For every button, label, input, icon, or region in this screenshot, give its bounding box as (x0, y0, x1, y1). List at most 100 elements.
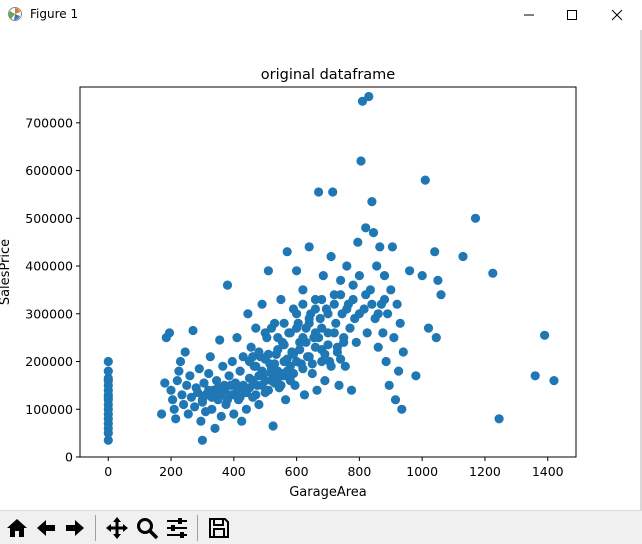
data-point (298, 285, 308, 295)
zoom-button[interactable] (133, 514, 161, 542)
zoom-icon (137, 518, 159, 540)
forward-icon (66, 520, 84, 536)
data-point (226, 380, 236, 390)
maximize-button[interactable] (549, 0, 595, 30)
y-tick-label: 500000 (25, 211, 73, 226)
pan-button[interactable] (103, 514, 131, 542)
data-point (232, 333, 242, 343)
data-point (317, 294, 327, 305)
data-point (387, 242, 397, 252)
back-icon (37, 520, 55, 536)
data-point (103, 392, 113, 402)
data-point (367, 197, 377, 207)
data-point (292, 356, 302, 367)
data-point (540, 330, 550, 340)
data-point (288, 368, 299, 379)
data-point (372, 261, 382, 271)
x-tick-label: 800 (347, 464, 371, 479)
data-point (279, 318, 289, 328)
data-point (336, 354, 346, 364)
x-tick-label: 600 (285, 464, 309, 479)
data-point (420, 175, 430, 185)
data-point (310, 294, 320, 305)
data-point (320, 349, 330, 359)
x-tick-label: 1200 (469, 464, 501, 479)
data-point (179, 399, 189, 410)
data-point (279, 340, 289, 350)
data-point (282, 247, 292, 257)
maximize-icon (567, 10, 577, 20)
close-icon (611, 9, 623, 21)
data-point (103, 435, 113, 445)
navigation-toolbar (0, 510, 642, 544)
data-point (103, 373, 113, 383)
data-point (356, 156, 366, 166)
data-point (379, 271, 390, 281)
data-point (304, 242, 314, 252)
data-point (375, 242, 385, 252)
data-point (314, 187, 324, 197)
forward-button[interactable] (61, 514, 89, 542)
data-point (204, 368, 214, 379)
data-point (430, 247, 440, 257)
y-tick-label: 300000 (25, 306, 73, 321)
data-point (276, 294, 286, 305)
x-tick-label: 0 (104, 464, 112, 479)
data-point (273, 345, 283, 355)
data-point (384, 380, 394, 390)
data-point (317, 356, 327, 367)
data-point (329, 328, 339, 338)
data-point (260, 328, 270, 338)
data-point (194, 364, 204, 374)
data-point (188, 325, 198, 336)
data-point (431, 333, 441, 343)
data-point (348, 294, 358, 305)
data-point (103, 356, 113, 367)
y-tick-label: 100000 (25, 402, 73, 417)
data-point (348, 280, 358, 290)
data-point (103, 428, 113, 438)
data-point (295, 345, 305, 355)
data-point (182, 380, 192, 390)
data-point (171, 414, 181, 424)
data-point (254, 371, 264, 381)
data-point (270, 359, 280, 369)
toolbar-separator (197, 515, 198, 541)
data-point (174, 366, 184, 376)
close-button[interactable] (594, 0, 640, 30)
data-point (336, 290, 346, 300)
data-point (268, 421, 278, 431)
data-point (373, 342, 383, 352)
x-axis-ticks: 0 200 400 600 800 1000 1200 1400 (104, 457, 564, 479)
data-point (340, 361, 350, 371)
data-point (530, 371, 540, 381)
data-point (433, 275, 443, 285)
data-point (292, 323, 302, 333)
back-button[interactable] (32, 514, 60, 542)
data-point (175, 356, 186, 367)
data-point (342, 304, 352, 314)
save-button[interactable] (205, 514, 233, 542)
data-point (312, 385, 322, 395)
data-point (362, 328, 372, 338)
data-point (336, 275, 346, 285)
data-point (190, 402, 200, 412)
data-point (373, 309, 383, 319)
data-point (205, 352, 215, 362)
minimize-button[interactable] (506, 0, 552, 30)
configure-subplots-button[interactable] (163, 514, 191, 542)
data-point (361, 223, 371, 233)
data-point (353, 237, 363, 247)
window-title: Figure 1 (30, 7, 79, 21)
data-point (281, 395, 291, 405)
data-point (241, 404, 251, 414)
data-point (160, 378, 170, 388)
data-point (251, 361, 261, 371)
axes-frame (79, 86, 577, 458)
home-button[interactable] (3, 514, 31, 542)
data-point (323, 309, 333, 319)
data-point (276, 380, 286, 390)
data-point (282, 354, 292, 364)
data-point (260, 376, 270, 386)
data-point (177, 390, 187, 400)
